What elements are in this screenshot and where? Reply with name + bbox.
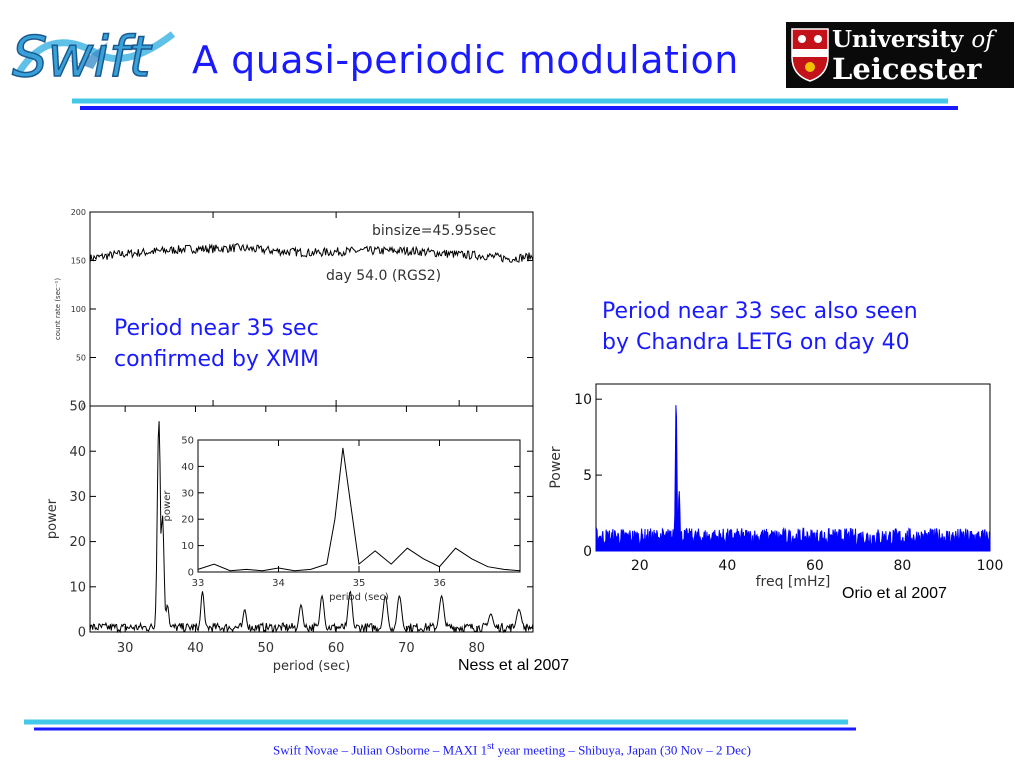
credit-left: Ness et al 2007: [458, 657, 570, 674]
university-label: University: [832, 26, 964, 53]
x-tick-label: 50: [258, 641, 275, 656]
plot-frame: [595, 383, 991, 552]
caption-right-line: by Chandra LETG on day 40: [602, 330, 910, 355]
x-tick-label: 20: [631, 558, 649, 574]
xmm-lightcurve-chart: 050100150200time (ksec)count rate (sec⁻¹…: [54, 208, 534, 432]
y-tick-label: 0: [78, 626, 86, 641]
y-axis-label: count rate (sec⁻¹): [54, 278, 62, 340]
periodogram-series: [89, 421, 534, 634]
x-tick-label: 70: [398, 641, 415, 656]
y-tick-label: 200: [71, 208, 86, 217]
x-tick-label: 35: [353, 578, 366, 589]
y-tick-label: 20: [69, 535, 86, 550]
binsize-annotation: binsize=45.95sec: [372, 223, 496, 239]
credit-right: Orio et al 2007: [842, 585, 947, 602]
y-tick-label: 30: [69, 490, 86, 505]
x-tick-label: 60: [328, 641, 345, 656]
footer-text-b: year meeting – Shibuya, Japan (30 Nov – …: [494, 742, 752, 758]
x-tick-label: 100: [977, 558, 1004, 574]
y-axis-label: power: [45, 498, 60, 539]
day-annotation: day 54.0 (RGS2): [326, 268, 441, 284]
y-tick-label: 150: [71, 256, 86, 265]
lightcurve-series: [89, 242, 534, 263]
x-axis-label: period (sec): [273, 659, 351, 674]
university-of-label: of: [971, 27, 994, 53]
caption-left: Period near 35 sec confirmed by XMM: [114, 313, 319, 375]
x-tick-label: 80: [894, 558, 912, 574]
y-axis-label: power: [162, 490, 173, 522]
x-axis-label: period (sec): [329, 592, 389, 603]
y-tick-label: 10: [574, 392, 592, 408]
y-tick-label: 40: [69, 445, 86, 460]
x-tick-label: 60: [806, 558, 824, 574]
x-axis-label: freq [mHz]: [756, 574, 831, 590]
caption-left-line: confirmed by XMM: [114, 347, 319, 372]
footer-text: Swift Novae – Julian Osborne – MAXI 1st …: [0, 740, 1024, 758]
footer-sup: st: [487, 740, 495, 752]
x-tick-label: 33: [192, 578, 205, 589]
crest-icon: [791, 28, 829, 82]
inset-series: [197, 447, 521, 572]
y-tick-label: 0: [81, 402, 86, 411]
y-tick-label: 100: [71, 305, 86, 314]
footer-text-a: Swift Novae – Julian Osborne – MAXI 1: [272, 742, 488, 758]
caption-left-line: Period near 35 sec: [114, 316, 319, 341]
x-tick-label: 34: [272, 578, 285, 589]
chandra-power-spectrum-chart: 20 40 60 80 100 0 5 10 freq [mHz] Power: [548, 383, 1004, 590]
y-tick-label: 30: [181, 488, 194, 499]
y-axis-label: Power: [548, 446, 564, 489]
plot-frame: [197, 439, 521, 573]
x-tick-label: 30: [117, 641, 134, 656]
chandra-power-series: [595, 405, 991, 552]
caption-right-line: Period near 33 sec also seen: [602, 299, 918, 324]
y-tick-label: 0: [188, 568, 194, 579]
swift-logo-text: Swift: [12, 25, 153, 90]
x-tick-label: 40: [187, 641, 204, 656]
x-tick-label: 40: [718, 558, 736, 574]
plot-frame: [89, 211, 534, 407]
x-tick-label: 36: [433, 578, 446, 589]
y-tick-label: 40: [181, 462, 194, 473]
x-tick-label: 80: [468, 641, 485, 656]
y-tick-label: 50: [69, 400, 86, 415]
y-tick-label: 20: [181, 515, 194, 526]
y-tick-label: 50: [76, 353, 86, 362]
y-tick-label: 50: [181, 436, 194, 447]
xmm-periodogram-inset-chart: 33 34 35 36 0 10 20 30 40 50 period (sec) power: [162, 436, 521, 603]
header-rule: [72, 98, 958, 110]
charts-canvas: 050100150200time (ksec)count rate (sec⁻¹…: [45, 208, 1004, 674]
y-tick-label: 10: [69, 580, 86, 595]
leicester-label: Leicester: [832, 52, 982, 86]
y-tick-label: 10: [181, 541, 194, 552]
y-tick-label: 0: [583, 544, 592, 560]
university-logo: University of Leicester: [786, 22, 1014, 88]
y-tick-label: 5: [583, 468, 592, 484]
swift-logo: Swift: [8, 14, 188, 98]
footer-rule: [24, 719, 856, 731]
page-title: A quasi-periodic modulation: [192, 38, 739, 82]
caption-right: Period near 33 sec also seen by Chandra …: [602, 296, 918, 358]
